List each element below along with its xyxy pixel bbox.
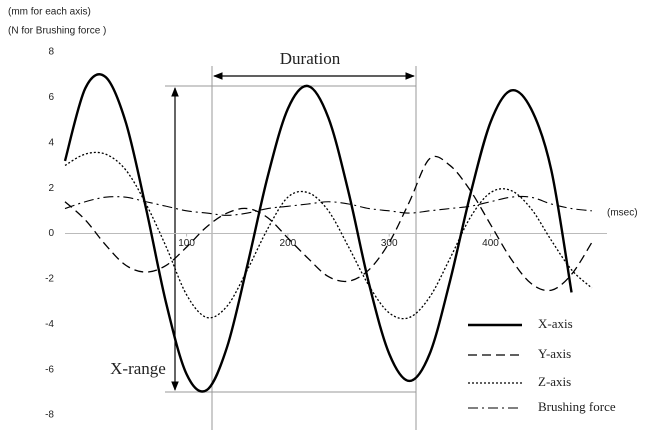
series-line (64, 195, 592, 216)
annotation-guides (165, 66, 417, 430)
y-tick-label: 8 (48, 47, 54, 58)
x-tick-label: 200 (280, 238, 297, 249)
annotation: Duration (280, 49, 341, 68)
legend-label: X-axis (538, 316, 573, 331)
y-tick-label: -8 (45, 410, 54, 421)
y-tick-label: -6 (45, 364, 54, 375)
legend: X-axis Y-axis Z-axis Brushing force (468, 316, 616, 414)
y-label-line: (N for Brushing force ) (8, 26, 106, 37)
x-tick-label: 400 (482, 238, 499, 249)
y-tick-label: -2 (45, 274, 54, 285)
annotation: X-range (110, 359, 166, 378)
series-line (64, 155, 593, 292)
x-tick-label: 300 (381, 238, 398, 249)
y-tick-label: 2 (48, 183, 54, 194)
x-tick-label: 100 (178, 238, 195, 249)
y-tick-label: 6 (48, 92, 54, 103)
legend-label: Z-axis (538, 374, 571, 389)
y-tick-label: 4 (48, 137, 54, 148)
legend-label: Brushing force (538, 399, 616, 414)
legend-label: Y-axis (538, 346, 571, 361)
x-label: (msec) (607, 208, 638, 219)
y-label-line: (mm for each axis) (8, 7, 91, 18)
y-tick-label: -4 (45, 319, 54, 330)
series-line (63, 73, 573, 393)
y-tick-label: 0 (48, 228, 54, 239)
series-line (64, 151, 593, 320)
